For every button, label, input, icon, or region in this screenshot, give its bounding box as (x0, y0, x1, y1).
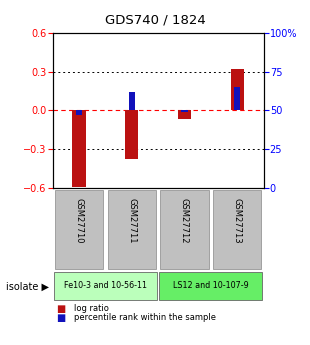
Text: isolate ▶: isolate ▶ (6, 282, 49, 291)
Bar (160, 190, 209, 269)
Bar (125, 110, 138, 159)
Text: Fe10-3 and 10-56-11: Fe10-3 and 10-56-11 (64, 281, 147, 290)
Bar (108, 190, 156, 269)
Bar (73, 110, 86, 187)
Text: GSM27711: GSM27711 (127, 198, 136, 244)
Text: ■: ■ (56, 304, 65, 314)
Bar (129, 92, 135, 110)
Text: log ratio: log ratio (74, 304, 109, 313)
Text: GSM27710: GSM27710 (74, 198, 84, 244)
Bar (213, 190, 261, 269)
Bar (234, 87, 240, 110)
Text: percentile rank within the sample: percentile rank within the sample (74, 313, 216, 322)
Bar (181, 110, 188, 112)
Text: GSM27713: GSM27713 (232, 198, 242, 244)
Text: GSM27712: GSM27712 (180, 198, 189, 244)
Text: ■: ■ (56, 313, 65, 323)
Bar (231, 69, 244, 110)
Bar (76, 110, 82, 115)
Text: GDS740 / 1824: GDS740 / 1824 (105, 14, 205, 27)
Text: LS12 and 10-107-9: LS12 and 10-107-9 (173, 281, 249, 290)
Bar (55, 190, 103, 269)
Bar (159, 273, 263, 300)
Bar (54, 273, 157, 300)
Bar (178, 110, 191, 119)
